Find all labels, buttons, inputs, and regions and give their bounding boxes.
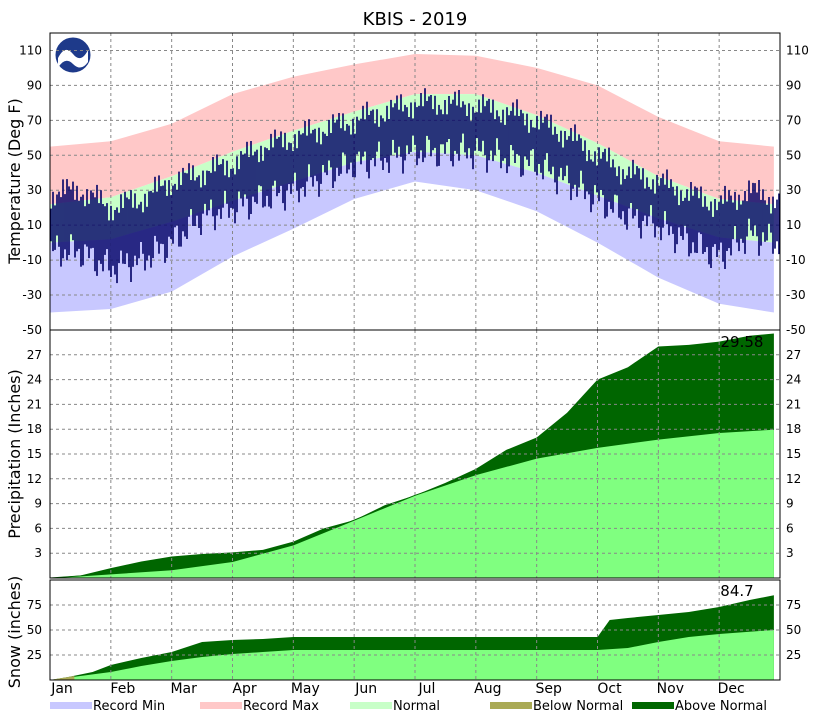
temperature-tick-right: 10 [786, 218, 801, 232]
precipitation-tick-left: 3 [34, 546, 42, 560]
month-label-oct: Oct [597, 681, 622, 697]
snow-ylabel: Snow (inches) [5, 576, 24, 688]
month-label-jun: Jun [354, 681, 377, 697]
precipitation-tick-right: 3 [786, 546, 794, 560]
temperature-tick-right: -50 [786, 323, 806, 337]
temperature-ylabel: Temperature (Deg F) [5, 98, 24, 265]
temperature-tick-right: 30 [786, 183, 801, 197]
legend-swatch [350, 702, 392, 709]
temperature-tick-left: 110 [19, 43, 42, 57]
snow-tick-left: 25 [27, 648, 42, 662]
precipitation-tick-left: 9 [34, 497, 42, 511]
chart-title: KBIS - 2019 [363, 9, 468, 30]
temperature-tick-right: 90 [786, 78, 801, 92]
snow-plot-frame [49, 579, 781, 681]
temperature-tick-right: 50 [786, 148, 801, 162]
precipitation-plot-frame [49, 329, 781, 579]
month-label-dec: Dec [718, 681, 745, 697]
month-label-jan: Jan [50, 681, 73, 697]
below-normal-snow-area [50, 676, 75, 680]
month-label-apr: Apr [232, 681, 256, 697]
legend-label: Below Normal [533, 699, 623, 714]
precipitation-tick-left: 15 [27, 447, 42, 461]
month-label-feb: Feb [110, 681, 135, 697]
precipitation-tick-left: 24 [27, 373, 42, 387]
precipitation-tick-right: 18 [786, 422, 801, 436]
legend: Record Min Record Max Normal Below Normal Ab… [50, 699, 767, 714]
legend-swatch [632, 702, 674, 709]
legend-swatch [200, 702, 242, 709]
temperature-tick-left: 50 [27, 148, 42, 162]
temperature-tick-right: -10 [786, 253, 806, 267]
precipitation-tick-right: 15 [786, 447, 801, 461]
month-label-sep: Sep [535, 681, 562, 697]
snow-tick-right: 75 [786, 598, 801, 612]
month-label-mar: Mar [170, 681, 197, 697]
precipitation-tick-right: 9 [786, 497, 794, 511]
precipitation-tick-right: 24 [786, 373, 801, 387]
month-label-nov: Nov [657, 681, 684, 697]
precipitation-tick-left: 12 [27, 472, 42, 486]
temperature-tick-right: 70 [786, 113, 801, 127]
precipitation-tick-left: 21 [27, 397, 42, 411]
temperature-tick-left: 10 [27, 218, 42, 232]
noaa-logo [54, 36, 92, 74]
temperature-tick-right: 110 [786, 43, 809, 57]
precipitation-total-label: 29.58 [721, 333, 764, 351]
legend-swatch [50, 702, 92, 709]
precipitation-tick-left: 6 [34, 521, 42, 535]
record-min-area [50, 151, 774, 313]
snow-tick-right: 50 [786, 623, 801, 637]
precipitation-tick-right: 6 [786, 521, 794, 535]
precipitation-tick-right: 12 [786, 472, 801, 486]
month-label-may: May [291, 681, 320, 697]
temperature-tick-left: -10 [22, 253, 42, 267]
temperature-panel: -50 -50 -30 -30 -10 -10 10 10 30 30 50 50 70 70 90 90 11… [5, 32, 809, 337]
legend-label: Record Max [243, 699, 319, 714]
snow-tick-left: 50 [27, 623, 42, 637]
legend-label: Normal [393, 699, 440, 714]
temperature-tick-left: -30 [22, 288, 42, 302]
month-label-aug: Aug [474, 681, 501, 697]
precipitation-tick-left: 27 [27, 348, 42, 362]
month-label-jul: Jul [418, 681, 436, 697]
legend-label: Record Min [93, 699, 165, 714]
legend-label: Above Normal [675, 699, 767, 714]
month-axis: Jan Feb Mar Apr May Jun Jul Aug Sep Oct Nov Dec [50, 681, 745, 697]
snow-total-label: 84.7 [720, 582, 753, 600]
temperature-tick-left: 90 [27, 78, 42, 92]
legend-swatch [490, 702, 532, 709]
observed-temperature-bars [50, 88, 780, 284]
temperature-tick-left: 70 [27, 113, 42, 127]
precipitation-tick-left: 18 [27, 422, 42, 436]
temperature-tick-right: -30 [786, 288, 806, 302]
precipitation-tick-right: 21 [786, 397, 801, 411]
snow-tick-right: 25 [786, 648, 801, 662]
precipitation-ylabel: Precipitation (Inches) [5, 369, 24, 539]
snow-tick-left: 75 [27, 598, 42, 612]
record-max-area [50, 54, 774, 205]
temperature-tick-left: -50 [22, 323, 42, 337]
precipitation-tick-right: 27 [786, 348, 801, 362]
temperature-tick-left: 30 [27, 183, 42, 197]
